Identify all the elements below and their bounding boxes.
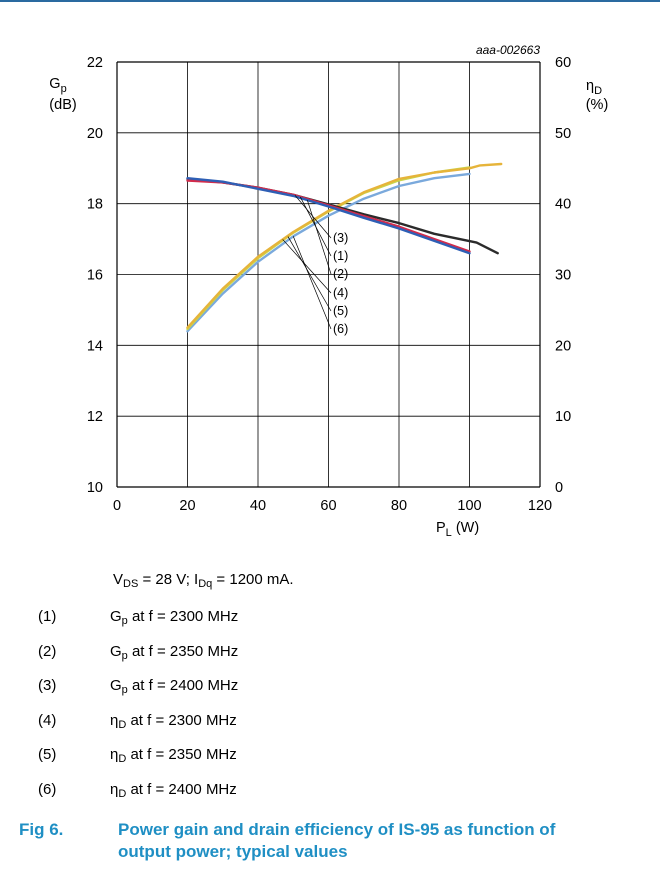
chart-grid [116,61,541,488]
callout-label: (3) [333,231,348,245]
y-left-tick-label: 18 [87,197,103,213]
figure-title: Power gain and drain efficiency of IS-95… [118,820,556,861]
series-line-2 [186,176,471,255]
x-tick-label: 60 [320,498,336,514]
y-right-tick-label: 50 [555,126,571,142]
x-tick-label: 120 [528,498,552,514]
y-right-tick-label: 30 [555,268,571,284]
callout-label: (2) [333,267,348,281]
x-tick-label: 80 [391,498,407,514]
callout-leader [294,195,332,239]
callout-label: (5) [333,304,348,318]
callout-leader [292,236,332,330]
callout-leaders [282,195,332,330]
callout-leader [307,200,332,275]
chart-series [186,162,503,333]
y-left-tick-label: 10 [87,480,103,496]
test-conditions: VDS = 28 V; IDq = 1200 mA. [113,571,294,590]
callout-labels: (3) (1) (2) (4) (5) (6) [333,231,348,336]
y-right-tick-label: 40 [555,197,571,213]
x-axis-label: PL (W) [436,520,479,539]
y-left-tick-label: 12 [87,409,103,425]
y-right-label: ηD [586,78,602,97]
y-left-tick-label: 16 [87,268,103,284]
y-left-tick-label: 14 [87,338,103,354]
x-tick-label: 40 [250,498,266,514]
x-tick-label: 0 [113,498,121,514]
y-left-tick-label: 22 [87,55,103,71]
y-right-unit: (%) [586,97,609,113]
x-tick-label: 100 [457,498,481,514]
top-rule [0,0,660,2]
series-line-6 [186,172,471,333]
y-left-unit: (dB) [49,97,76,113]
y-right-tick-label: 20 [555,338,571,354]
y-right-tick-label: 60 [555,55,571,71]
callout-label: (1) [333,249,348,263]
figure-number: Fig 6. [19,820,64,839]
callout-leader [287,236,332,312]
series-line-4 [186,162,503,329]
y-right-tick-label: 0 [555,480,563,496]
y-left-tick-label: 20 [87,126,103,142]
y-right-tick-label: 10 [555,409,571,425]
callout-leader [282,239,332,294]
x-tick-label: 20 [179,498,195,514]
figure-code: aaa-002663 [476,43,540,57]
callout-label: (6) [333,322,348,336]
callout-label: (4) [333,286,348,300]
y-left-label: Gp [49,76,66,95]
